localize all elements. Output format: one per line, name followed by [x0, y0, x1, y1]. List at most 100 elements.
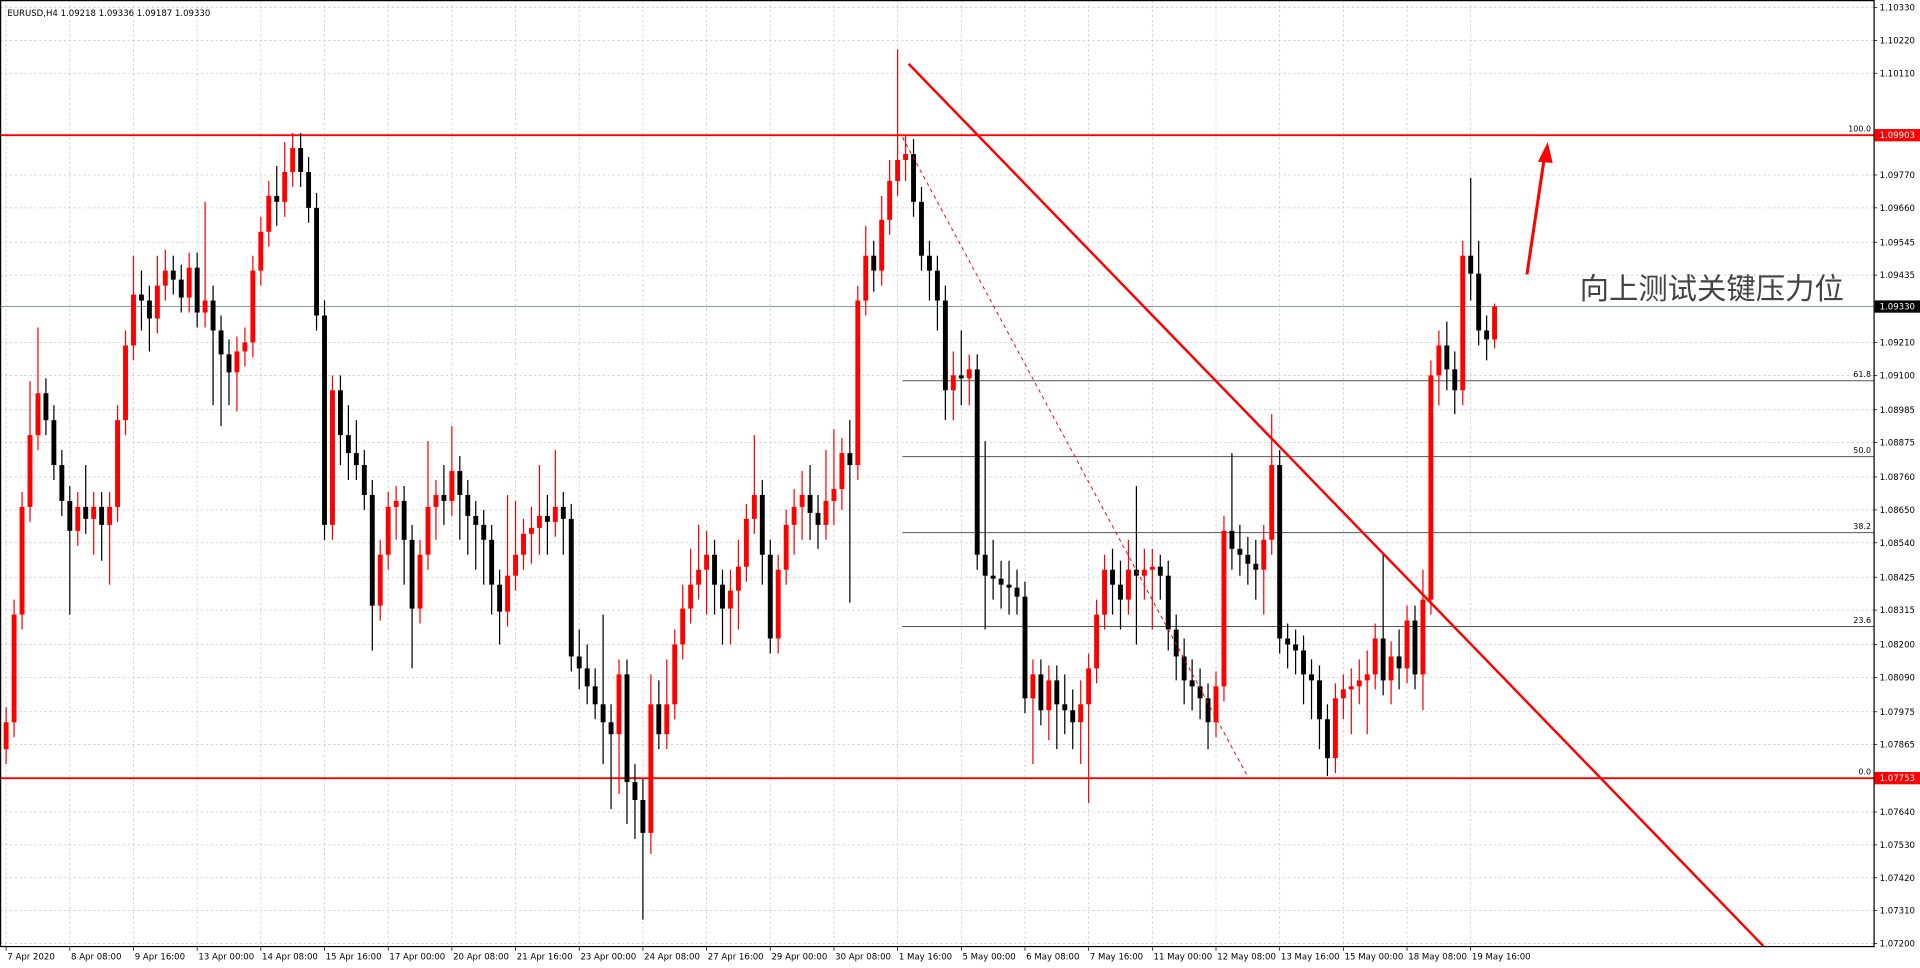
- price-box-label: 1.09903: [1880, 131, 1915, 141]
- candle-body: [759, 494, 765, 555]
- candle-body: [1022, 596, 1028, 699]
- y-tick-label: 1.07530: [1880, 841, 1915, 851]
- candle-body: [1324, 719, 1330, 759]
- candle-body: [417, 554, 423, 609]
- fib-label: 38.2: [1853, 522, 1871, 531]
- candle-body: [791, 506, 797, 525]
- candle-body: [958, 375, 964, 379]
- candle-body: [1189, 680, 1195, 687]
- y-tick-label: 1.07310: [1880, 907, 1915, 917]
- candle-body: [1372, 638, 1378, 675]
- x-tick-label: 21 Apr 16:00: [517, 952, 573, 962]
- y-tick-label: 1.08425: [1880, 573, 1915, 583]
- candle-body: [1444, 345, 1450, 370]
- candle-body: [1070, 710, 1076, 723]
- candle-body: [385, 506, 391, 555]
- candle-body: [330, 390, 335, 525]
- candle-body: [1046, 680, 1052, 711]
- candle-body: [600, 704, 606, 723]
- candle-body: [536, 515, 542, 528]
- candle-body: [990, 575, 996, 579]
- candle-body: [656, 704, 662, 735]
- candle-body: [1253, 563, 1259, 570]
- candle-body: [751, 494, 757, 519]
- candle-body: [839, 453, 845, 489]
- arrow-shaft: [1525, 159, 1546, 275]
- candle-body: [282, 171, 288, 202]
- candle-body: [290, 148, 296, 172]
- candle-body: [879, 219, 885, 271]
- candle-body: [1245, 554, 1251, 564]
- candle-body: [1197, 686, 1203, 699]
- candle-body: [696, 569, 702, 585]
- candle-body: [1396, 656, 1402, 669]
- candle-body: [576, 656, 582, 669]
- x-tick-label: 29 Apr 00:00: [771, 952, 827, 962]
- candle-body: [131, 294, 136, 346]
- candle-body: [1110, 569, 1115, 585]
- candle-body: [409, 539, 415, 609]
- candle-body: [664, 704, 670, 735]
- candle-body: [186, 267, 192, 298]
- candle-body: [584, 668, 590, 687]
- y-tick-label: 1.08090: [1880, 673, 1915, 683]
- candle-body: [154, 285, 160, 319]
- candle-body: [1293, 644, 1299, 651]
- candle-body: [35, 393, 41, 436]
- candle-body: [1428, 375, 1434, 600]
- x-tick-label: 12 May 08:00: [1217, 952, 1276, 962]
- candle-body: [11, 614, 17, 723]
- candle-body: [568, 518, 574, 657]
- candle-body: [99, 506, 105, 525]
- candle-body: [1484, 330, 1490, 340]
- y-tick-label: 1.08315: [1880, 606, 1915, 616]
- candle-body: [115, 420, 121, 507]
- candle-body: [608, 722, 614, 735]
- candle-body: [1237, 548, 1243, 555]
- levels: 100.0 61.8 50.0 38.2 23.6 0.0: [0, 124, 1874, 780]
- candle-body: [1094, 614, 1100, 669]
- candle-body: [1460, 255, 1466, 391]
- candle-body: [1205, 698, 1211, 723]
- candle-body: [863, 255, 869, 301]
- y-tick-label: 1.08200: [1880, 641, 1915, 651]
- candle-body: [521, 533, 526, 555]
- price-box-label: 1.07753: [1880, 774, 1915, 784]
- candle-body: [3, 722, 9, 750]
- candle-body: [226, 354, 232, 373]
- candle-body: [513, 554, 518, 576]
- candle-body: [775, 569, 781, 639]
- candle-body: [345, 435, 351, 454]
- x-tick-label: 8 Apr 08:00: [71, 952, 121, 962]
- candle-body: [1078, 704, 1084, 723]
- candle-body: [369, 494, 375, 606]
- candle-body: [51, 420, 57, 466]
- candle-body: [728, 590, 733, 609]
- candle-body: [927, 255, 932, 271]
- candle-body: [162, 270, 168, 286]
- candle-body: [59, 465, 65, 501]
- x-tick-label: 9 Apr 16:00: [135, 952, 185, 962]
- x-tick-label: 30 Apr 08:00: [835, 952, 891, 962]
- x-tick-label: 13 Apr 00:00: [198, 952, 254, 962]
- candle-body: [1388, 656, 1394, 681]
- x-tick-label: 13 May 16:00: [1281, 952, 1340, 962]
- candle-body: [75, 506, 81, 531]
- candle-body: [815, 512, 821, 525]
- x-tick-label: 14 Apr 08:00: [262, 952, 318, 962]
- candle-body: [1261, 539, 1267, 570]
- candle-body: [138, 294, 144, 301]
- candle-body: [1229, 530, 1235, 549]
- x-tick-label: 7 May 16:00: [1090, 952, 1143, 962]
- candle-body: [1476, 273, 1482, 331]
- x-tick-label: 15 May 00:00: [1345, 952, 1404, 962]
- candle-body: [552, 506, 558, 522]
- candle-body: [1269, 465, 1275, 540]
- candle-body: [871, 255, 877, 271]
- candle-body: [170, 270, 176, 280]
- candle-body: [401, 500, 407, 540]
- candle-body: [950, 375, 956, 391]
- candle-body: [1317, 680, 1322, 720]
